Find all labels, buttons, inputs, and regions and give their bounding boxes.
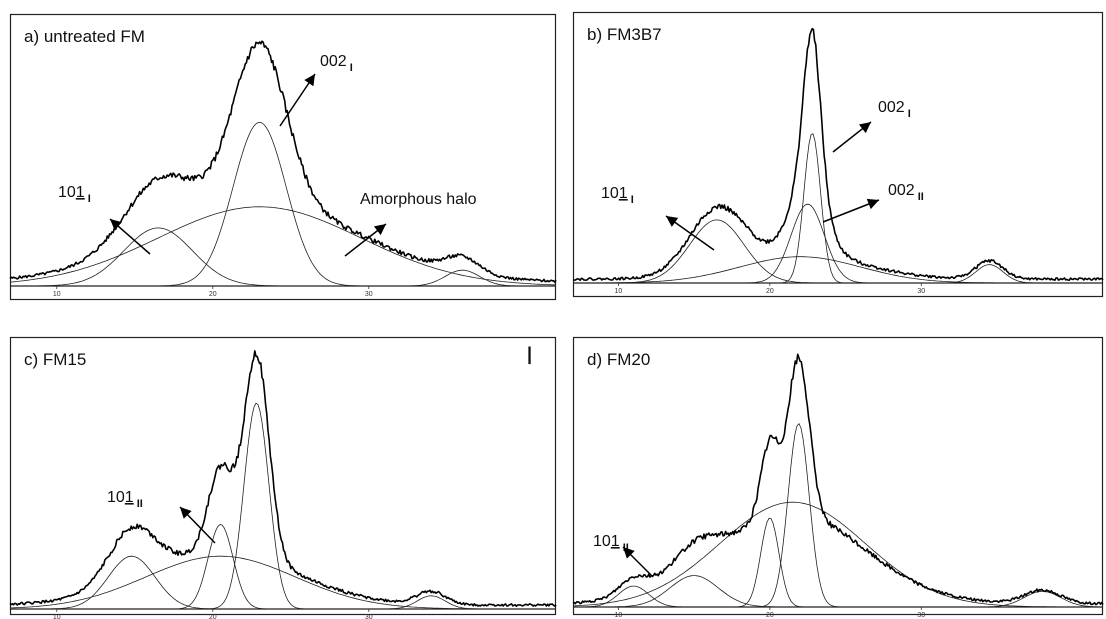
measured-pattern [572, 353, 1104, 606]
fit-peak-4 [9, 555, 556, 610]
fit-peak-5 [572, 501, 1103, 608]
fit-peak-4 [10, 269, 556, 287]
fit-peak-6 [573, 590, 1103, 608]
panel-b: 10 20 30 b) FM3B7 101 I 002 I 002 II [572, 11, 1104, 298]
panel-frame [572, 11, 1104, 298]
measured-pattern [9, 40, 557, 283]
fit-peak-3 [10, 402, 556, 610]
x-tick-label: 30 [365, 614, 373, 619]
xrd-chart-c: 10 20 30 c) FM15 101 II [9, 336, 557, 619]
fit-peak-3 [9, 206, 557, 286]
fit-peak-5 [10, 595, 556, 610]
panel-frame [9, 13, 557, 301]
panel-title: d) FM20 [587, 350, 650, 369]
panel-frame [572, 336, 1104, 616]
fit-peak-5 [573, 264, 1103, 284]
measured-pattern [573, 27, 1104, 281]
peak-label: Amorphous halo [360, 191, 477, 208]
measured-pattern [9, 350, 557, 607]
peak-label: 101 I [601, 185, 634, 206]
x-tick-label: 30 [917, 288, 925, 295]
arrow-head [866, 198, 879, 210]
peak-label: 101 I [58, 184, 91, 205]
arrow-head [623, 547, 635, 559]
x-tick-label: 20 [766, 612, 774, 619]
peak-label: 002 I [320, 53, 353, 74]
x-tick-label: 10 [53, 614, 61, 619]
panel-frame [9, 336, 557, 616]
arrow-head [666, 216, 679, 227]
fit-peak-4 [573, 256, 1103, 284]
fit-peak-1 [10, 555, 556, 610]
x-tick-label: 30 [365, 291, 373, 298]
xrd-chart-b: 10 20 30 b) FM3B7 101 I 002 I 002 II [572, 11, 1104, 298]
peak-label: 002 I [878, 99, 911, 120]
x-tick-label: 10 [615, 288, 623, 295]
fit-peak-2 [573, 133, 1103, 284]
arrow-head [373, 224, 386, 236]
peak-label: 002 II [888, 182, 924, 203]
panel-title: b) FM3B7 [587, 25, 662, 44]
panel-c: 10 20 30 c) FM15 101 II [9, 336, 557, 619]
x-tick-label: 10 [615, 612, 623, 619]
panel-title: c) FM15 [24, 350, 86, 369]
fit-peak-2 [573, 575, 1103, 608]
stray-vertical-mark: | [527, 344, 533, 364]
arrow-head [110, 219, 122, 231]
x-tick-label: 10 [53, 291, 61, 298]
arrow-head [858, 122, 871, 134]
xrd-chart-a: 10 20 30 a) untreated FM 101 I 002 I Amorphous h… [9, 13, 557, 301]
fit-peak-4 [573, 422, 1103, 608]
arrow-head [304, 74, 315, 87]
x-tick-label: 20 [766, 288, 774, 295]
x-tick-label: 20 [209, 614, 217, 619]
x-tick-label: 30 [917, 612, 925, 619]
arrow-head [180, 507, 192, 519]
x-tick-label: 20 [209, 291, 217, 298]
panel-a: 10 20 30 a) untreated FM 101 I 002 I Amorphous h… [9, 13, 557, 301]
panel-title: a) untreated FM [24, 27, 145, 46]
